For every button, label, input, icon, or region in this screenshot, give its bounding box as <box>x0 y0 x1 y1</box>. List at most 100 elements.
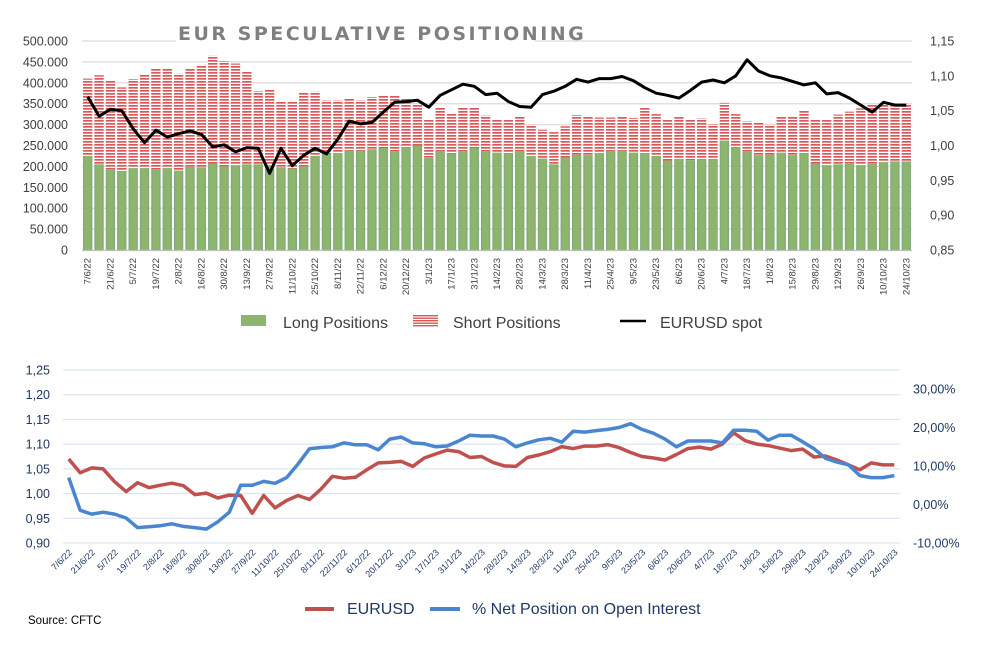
chart-title: EUR SPECULATIVE POSITIONING <box>178 23 586 45</box>
top-x-tick-label: 14/2/23 <box>492 258 503 290</box>
short-position-bar <box>299 91 309 167</box>
short-position-bar <box>469 107 479 149</box>
bottom-x-tick-label: 17/1/23 <box>413 547 441 575</box>
top-y-tick-label: 50.000 <box>30 223 68 237</box>
short-position-bar <box>480 115 491 152</box>
top-bars <box>83 55 911 250</box>
short-position-bar <box>333 100 343 154</box>
eurusd-line <box>67 431 895 516</box>
short-position-bar <box>799 110 809 154</box>
bottom-y2-tick-label: 10,00% <box>913 460 955 474</box>
top-y2-tick-label: 1,10 <box>930 69 954 83</box>
top-x-tick-label: 4/7/23 <box>719 258 730 284</box>
long-position-bar <box>173 170 184 250</box>
short-position-bar <box>424 119 434 159</box>
long-position-bar <box>264 165 275 250</box>
top-y2-tick-label: 1,15 <box>930 35 954 49</box>
top-x-tick-label: 11/4/23 <box>583 258 594 289</box>
long-position-bar <box>731 147 741 250</box>
top-x-tick-label: 27/9/22 <box>265 258 276 290</box>
long-position-bar <box>230 165 241 250</box>
top-y2-tick-label: 0,95 <box>930 174 954 188</box>
long-position-bar <box>105 169 116 250</box>
bottom-y-tick-label: 1,10 <box>26 438 50 452</box>
short-position-bar <box>856 108 866 166</box>
short-position-bar <box>515 116 525 152</box>
short-position-bar <box>173 73 184 171</box>
short-position-bar <box>753 122 764 156</box>
short-position-bar <box>83 78 93 156</box>
short-position-bar <box>776 116 786 153</box>
bottom-x-tick-label: 28/2/23 <box>482 547 510 575</box>
top-y2-tick-label: 0,85 <box>930 244 954 258</box>
top-x-tick-label: 3/1/23 <box>424 258 435 284</box>
long-position-bar <box>162 168 172 250</box>
short-position-bar <box>219 61 229 167</box>
long-position-bar <box>492 152 502 250</box>
long-position-bar <box>401 147 411 250</box>
short-position-bar <box>446 112 457 154</box>
long-position-bar <box>128 168 138 250</box>
short-position-bar <box>458 107 468 151</box>
long-position-bar <box>901 161 911 250</box>
long-position-bar <box>719 140 730 250</box>
long-position-bar <box>776 152 786 250</box>
long-position-bar <box>651 155 661 250</box>
bottom-y2-tick-label: 20,00% <box>913 421 955 435</box>
long-position-bar <box>844 163 855 250</box>
long-position-bar <box>833 164 843 250</box>
short-position-bar <box>344 98 354 151</box>
top-x-tick-label: 28/3/23 <box>560 258 571 290</box>
top-x-tick-label: 16/8/22 <box>196 258 207 290</box>
short-position-bar <box>560 126 570 158</box>
short-position-bar <box>401 98 411 148</box>
top-x-tick-label: 11/10/22 <box>287 258 298 294</box>
long-position-bar <box>696 159 707 250</box>
short-position-bar <box>139 74 150 169</box>
short-position-bar <box>492 120 502 153</box>
top-x-tick-label: 8/11/22 <box>333 258 344 289</box>
bottom-x-tick-label: 14/3/23 <box>504 547 532 575</box>
bottom-y-tick-label: 1,15 <box>26 413 50 427</box>
long-position-bar <box>139 168 150 250</box>
legend-eurusd-label: EURUSD <box>347 601 415 618</box>
bottom-x-tick-label: 16/8/22 <box>160 547 188 575</box>
short-position-bar <box>310 91 320 156</box>
long-position-bar <box>94 164 104 250</box>
long-position-bar <box>83 155 93 250</box>
top-y-tick-label: 200.000 <box>23 160 68 174</box>
bottom-right-axis-ticks: -10,00% 0,00% 10,00% 20,00% 30,00% <box>913 383 960 551</box>
top-x-tick-label: 30/8/22 <box>219 258 230 290</box>
short-position-bar <box>128 79 138 169</box>
long-position-bar <box>617 150 627 250</box>
top-y-tick-label: 250.000 <box>23 139 68 153</box>
short-position-bar <box>253 91 263 165</box>
long-position-bar <box>253 164 263 250</box>
short-position-bar <box>94 75 104 165</box>
long-position-bar <box>799 153 809 250</box>
long-position-bar <box>560 157 570 250</box>
long-position-bar <box>742 151 752 250</box>
short-position-bar <box>287 101 298 169</box>
top-x-tick-label: 10/10/23 <box>879 258 890 295</box>
long-position-bar <box>344 150 354 250</box>
short-position-bar <box>412 103 423 146</box>
bottom-x-tick-label: 19/7/22 <box>115 547 143 575</box>
legend-long-label: Long Positions <box>283 315 388 332</box>
long-position-bar <box>435 150 445 250</box>
bottom-y2-tick-label: 0,00% <box>913 498 948 512</box>
bottom-x-tick-label: 15/8/23 <box>757 547 785 575</box>
top-y2-tick-label: 0,90 <box>930 209 954 223</box>
short-position-bar <box>651 114 661 156</box>
short-position-bar <box>674 117 684 159</box>
top-x-tick-label: 21/6/22 <box>105 258 116 290</box>
long-position-bar <box>810 163 821 250</box>
bottom-x-tick-label: 14/2/23 <box>459 547 487 575</box>
long-position-bar <box>208 163 218 250</box>
top-x-tick-label: 17/1/23 <box>447 258 458 290</box>
top-x-tick-label: 7/6/22 <box>83 258 94 284</box>
bottom-x-tick-label: 12/9/23 <box>803 547 831 575</box>
bottom-y-tick-label: 1,20 <box>26 388 50 402</box>
long-position-bar <box>446 153 457 250</box>
top-x-tick-label: 18/7/23 <box>742 258 753 290</box>
